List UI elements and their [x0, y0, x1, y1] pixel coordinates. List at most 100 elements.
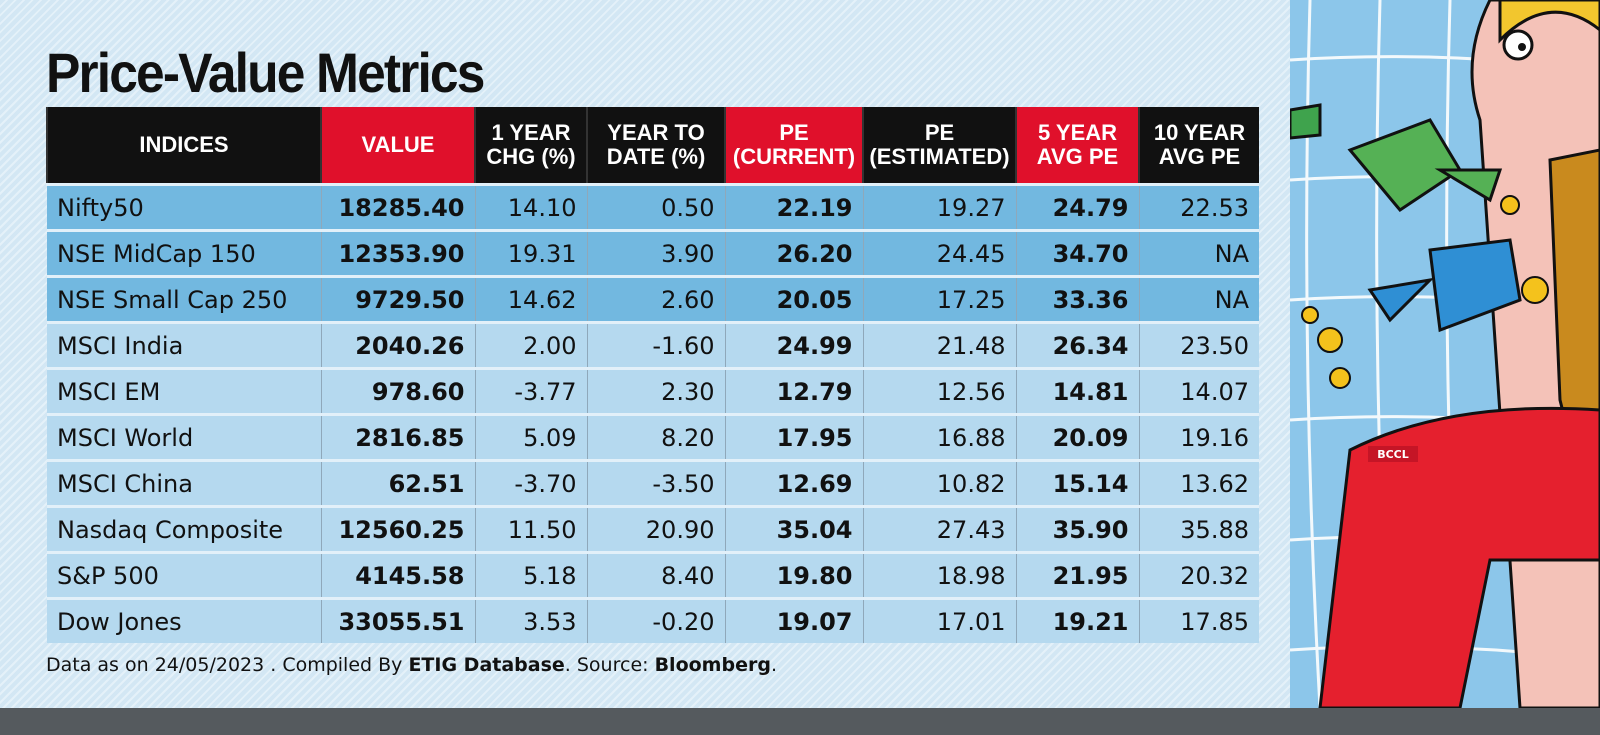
table-row: MSCI EM 978.60 -3.77 2.30 12.79 12.56 14.81 14.… [47, 367, 1259, 415]
table-header-row: INDICES VALUE 1 YEAR CHG (%) YEAR TO DATE (%)… [46, 107, 1259, 185]
value-cell: 14.07 [1138, 367, 1259, 415]
illustration-credit: BCCL [1377, 448, 1409, 461]
value-cell: 2.60 [586, 275, 725, 323]
table-row: NSE MidCap 150 12353.90 19.31 3.90 26.20 24.4… [47, 229, 1259, 277]
value-cell: 33055.51 [320, 597, 475, 643]
column-header-line1: INDICES [139, 132, 229, 157]
index-name-cell: Nifty50 [47, 183, 321, 231]
value-cell: 20.09 [1015, 413, 1139, 461]
index-name-cell: Nasdaq Composite [47, 505, 321, 553]
table-row: MSCI India 2040.26 2.00 -1.60 24.99 21.48 26.3… [47, 321, 1259, 369]
value-cell: -3.50 [586, 459, 725, 507]
value-cell: 20.32 [1138, 551, 1259, 599]
column-header: YEAR TO DATE (%) [586, 107, 725, 185]
value-cell: 17.85 [1138, 597, 1259, 643]
value-cell: 19.31 [474, 229, 587, 277]
value-cell: 8.40 [586, 551, 725, 599]
value-cell: 17.95 [724, 413, 863, 461]
value-cell: 26.34 [1015, 321, 1139, 369]
metrics-table: INDICES VALUE 1 YEAR CHG (%) YEAR TO DATE (%)… [46, 107, 1259, 643]
value-cell: 3.53 [474, 597, 587, 643]
footer-prefix: Data as on 24/05/2023 . Compiled By [46, 654, 409, 676]
column-header-line2: DATE (%) [606, 144, 706, 169]
footer-mid: . Source: [564, 654, 655, 676]
column-header-line2: AVG PE [1036, 144, 1119, 169]
index-name-cell: S&P 500 [47, 551, 321, 599]
value-cell: 14.62 [474, 275, 587, 323]
value-cell: 12353.90 [320, 229, 475, 277]
value-cell: 14.81 [1015, 367, 1139, 415]
value-cell: 17.25 [862, 275, 1016, 323]
column-header: 10 YEAR AVG PE [1138, 107, 1259, 185]
value-cell: NA [1138, 275, 1259, 323]
value-cell: 978.60 [320, 367, 475, 415]
value-cell: 20.05 [724, 275, 863, 323]
column-header-line2: CHG (%) [486, 144, 576, 169]
bottom-bar [0, 708, 1600, 735]
value-cell: 20.90 [586, 505, 725, 553]
value-cell: 23.50 [1138, 321, 1259, 369]
column-header: 1 YEAR CHG (%) [474, 107, 587, 185]
value-cell: 4145.58 [320, 551, 475, 599]
column-header-line1: YEAR TO [607, 120, 705, 145]
column-header-line1: 5 YEAR [1037, 120, 1118, 145]
footer-source: Bloomberg [654, 654, 771, 676]
value-cell: 24.79 [1015, 183, 1139, 231]
column-header: VALUE [320, 107, 475, 185]
value-cell: -1.60 [586, 321, 725, 369]
index-name-cell: MSCI World [47, 413, 321, 461]
value-cell: 18.98 [862, 551, 1016, 599]
value-cell: 18285.40 [320, 183, 475, 231]
footer-suffix: . [770, 654, 777, 676]
value-cell: 19.27 [862, 183, 1016, 231]
value-cell: -3.77 [474, 367, 587, 415]
value-cell: 15.14 [1015, 459, 1139, 507]
value-cell: 12.56 [862, 367, 1016, 415]
value-cell: 33.36 [1015, 275, 1139, 323]
value-cell: 35.88 [1138, 505, 1259, 553]
value-cell: 17.01 [862, 597, 1016, 643]
column-header-line1: PE [779, 120, 809, 145]
table-row: MSCI World 2816.85 5.09 8.20 17.95 16.88 20.09… [47, 413, 1259, 461]
value-cell: -0.20 [586, 597, 725, 643]
column-header-line1: PE [924, 120, 955, 145]
value-cell: 24.45 [862, 229, 1016, 277]
value-cell: 16.88 [862, 413, 1016, 461]
value-cell: -3.70 [474, 459, 587, 507]
value-cell: 22.19 [724, 183, 863, 231]
value-cell: 12.79 [724, 367, 863, 415]
column-header: PE (ESTIMATED) [862, 107, 1016, 185]
value-cell: 13.62 [1138, 459, 1259, 507]
value-cell: 12560.25 [320, 505, 475, 553]
value-cell: 12.69 [724, 459, 863, 507]
man-watering-coins-illustration: BCCL [1290, 0, 1600, 708]
value-cell: 19.80 [724, 551, 863, 599]
value-cell: 8.20 [586, 413, 725, 461]
value-cell: 2040.26 [320, 321, 475, 369]
value-cell: 21.95 [1015, 551, 1139, 599]
column-header-line2: (CURRENT) [732, 144, 856, 169]
column-header-line1: VALUE [361, 132, 435, 157]
value-cell: 11.50 [474, 505, 587, 553]
value-cell: 34.70 [1015, 229, 1139, 277]
value-cell: 3.90 [586, 229, 725, 277]
value-cell: 19.16 [1138, 413, 1259, 461]
value-cell: 19.21 [1015, 597, 1139, 643]
index-name-cell: MSCI EM [47, 367, 321, 415]
column-header: 5 YEAR AVG PE [1015, 107, 1139, 185]
value-cell: 2816.85 [320, 413, 475, 461]
value-cell: 10.82 [862, 459, 1016, 507]
value-cell: 22.53 [1138, 183, 1259, 231]
value-cell: 0.50 [586, 183, 725, 231]
index-name-cell: NSE MidCap 150 [47, 229, 321, 277]
index-name-cell: MSCI India [47, 321, 321, 369]
table-row: MSCI China 62.51 -3.70 -3.50 12.69 10.82 15.14… [47, 459, 1259, 507]
value-cell: 5.09 [474, 413, 587, 461]
value-cell: 26.20 [724, 229, 863, 277]
value-cell: 27.43 [862, 505, 1016, 553]
index-name-cell: NSE Small Cap 250 [47, 275, 321, 323]
footer-compiler: ETIG Database [408, 654, 565, 676]
index-name-cell: Dow Jones [47, 597, 321, 643]
value-cell: NA [1138, 229, 1259, 277]
value-cell: 5.18 [474, 551, 587, 599]
